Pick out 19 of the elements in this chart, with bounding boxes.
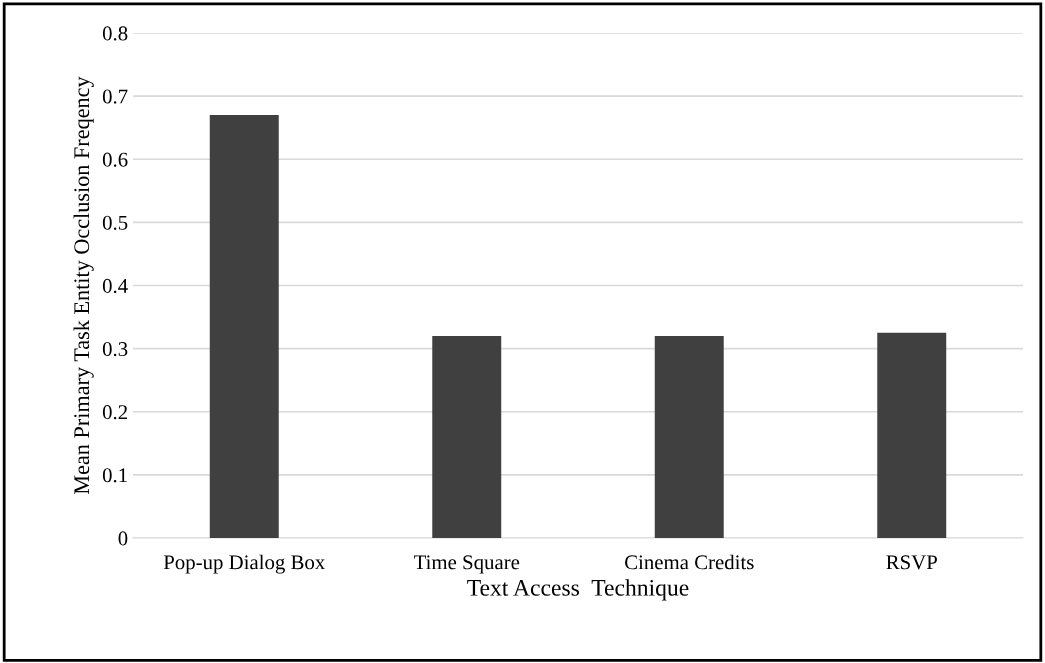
bar xyxy=(432,336,502,538)
y-tick-label: 0.7 xyxy=(102,89,128,104)
x-tick-label: Time Square xyxy=(413,555,520,574)
bar xyxy=(209,115,279,538)
bar xyxy=(654,336,724,538)
x-axis-title: Text Access Technique xyxy=(467,579,689,601)
y-tick-label: 0.8 xyxy=(102,26,128,41)
x-tick-label: RSVP xyxy=(886,555,937,570)
y-axis-title: Mean Primary Task Entity Occlusion Freqency xyxy=(73,76,94,495)
x-tick-label: Pop-up Dialog Box xyxy=(163,554,326,574)
y-tick-label: 0 xyxy=(118,531,128,546)
y-tick-label: 0.4 xyxy=(102,278,128,294)
y-tick-label: 0.3 xyxy=(102,342,128,357)
y-tick-label: 0.6 xyxy=(102,152,128,167)
x-tick-label: Cinema Credits xyxy=(625,554,754,570)
y-tick-label: 0.2 xyxy=(102,405,127,420)
bar xyxy=(877,332,947,538)
y-tick-label: 0.5 xyxy=(102,215,128,230)
y-tick-label: 0.1 xyxy=(102,468,127,483)
